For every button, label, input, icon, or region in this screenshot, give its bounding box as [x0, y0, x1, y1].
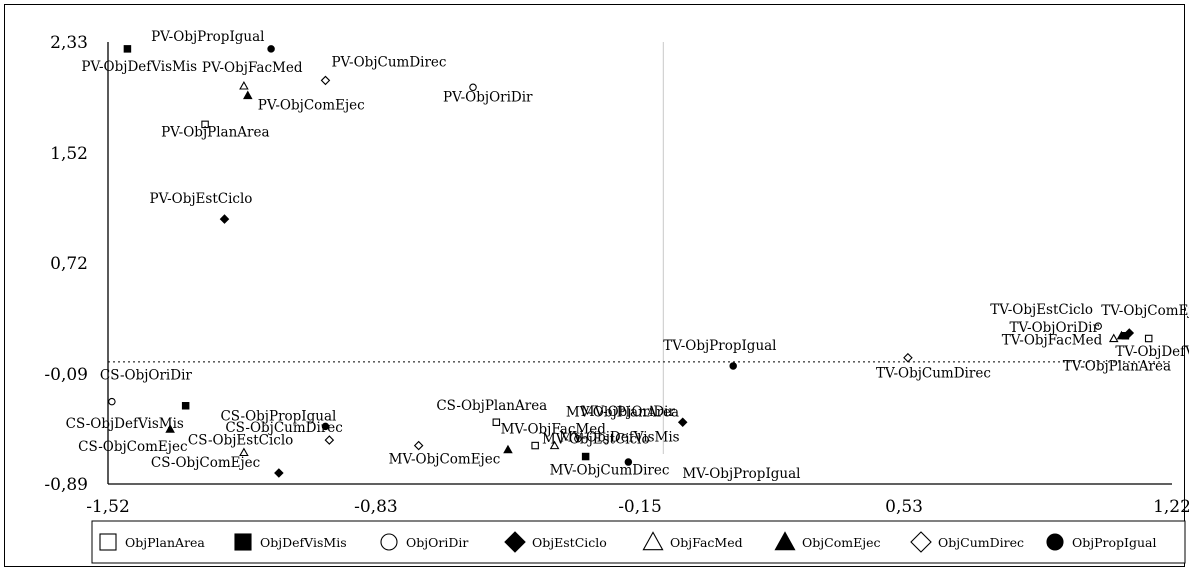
- data-point: [181, 402, 190, 410]
- data-point: [469, 83, 477, 92]
- point-label: MV-ObjEstCiclo: [542, 432, 650, 448]
- point-label: PV-ObjPlanArea: [161, 124, 269, 140]
- legend-marker: [642, 531, 664, 551]
- y-tick-label: 2,33: [50, 33, 88, 53]
- legend: ObjPlanArea ObjDefVisMis ObjOriDir ObjEstCi…: [91, 520, 1186, 564]
- point-label: MV-ObjOriDir: [581, 404, 676, 420]
- legend-label: ObjCumDirec: [938, 535, 1024, 550]
- data-points: [108, 45, 1153, 478]
- data-point: [1121, 332, 1130, 340]
- data-point: [581, 452, 590, 461]
- point-label: MV-ObjComEjec: [389, 452, 501, 468]
- data-point: [219, 214, 230, 224]
- axes: [107, 42, 1172, 485]
- point-label: MV-ObjDefVisMis: [559, 430, 679, 446]
- y-tick-label: 1,52: [50, 144, 88, 164]
- point-label: PV-ObjFacMed: [202, 60, 303, 76]
- data-point: [320, 75, 331, 86]
- point-label: CS-ObjEstCiclo: [188, 432, 293, 448]
- data-point: [503, 444, 513, 454]
- legend-label: ObjComEjec: [802, 535, 880, 550]
- data-point: [531, 441, 539, 450]
- data-point: [677, 417, 688, 428]
- point-label: TV-ObjOriDir: [1010, 320, 1100, 336]
- data-point: [201, 120, 209, 129]
- data-point: [239, 447, 249, 457]
- data-point: [321, 422, 330, 431]
- point-label: PV-ObjDefVisMis: [81, 59, 197, 75]
- data-point: [324, 435, 335, 445]
- legend-label: ObjFacMed: [670, 535, 743, 550]
- point-label: CS-ObjComEjec: [78, 439, 187, 455]
- point-label: PV-ObjCumDirec: [331, 54, 446, 70]
- legend-label: ObjPlanArea: [125, 535, 205, 550]
- data-point: [123, 45, 132, 53]
- point-label: TV-ObjDefVisMis: [1115, 344, 1189, 360]
- legend-marker: [1046, 533, 1064, 551]
- legend-label: ObjPropIgual: [1072, 535, 1156, 550]
- point-label: MV-ObjPlanArea: [566, 405, 679, 421]
- chart-frame: [4, 4, 1185, 567]
- point-label: MV-ObjFacMed: [501, 422, 607, 438]
- data-point: [239, 80, 249, 90]
- data-point: [574, 434, 582, 443]
- point-label: CS-ObjPlanArea: [436, 398, 547, 414]
- x-tick-label: 1,22: [1153, 497, 1189, 517]
- data-point: [729, 362, 737, 370]
- legend-marker: [774, 531, 796, 551]
- point-label: CS-ObjCumDirec: [225, 420, 343, 436]
- data-point: [267, 45, 275, 53]
- legend-marker: [234, 533, 252, 551]
- y-tick-label: -0,09: [44, 365, 88, 385]
- legend-marker: [99, 533, 117, 551]
- data-point: [243, 90, 253, 100]
- y-tick-label: 0,72: [50, 254, 88, 274]
- point-label: TV-ObjFacMed: [1002, 332, 1103, 348]
- reference-lines: [108, 42, 1172, 454]
- data-point: [624, 458, 633, 466]
- x-tick-label: -1,52: [86, 497, 130, 517]
- point-label: CS-ObjDefVisMis: [66, 416, 184, 432]
- point-labels: PV-ObjPropIgual PV-ObjDefVisMis PV-ObjFacM…: [66, 29, 1189, 482]
- legend-label: ObjOriDir: [406, 535, 468, 550]
- legend-marker: [380, 533, 398, 551]
- point-label: TV-ObjPropIgual: [663, 338, 776, 354]
- legend-label: ObjDefVisMis: [260, 535, 347, 550]
- x-tick-label: 0,53: [885, 497, 923, 517]
- x-tick-label: -0,83: [354, 497, 398, 517]
- data-point: [165, 424, 175, 433]
- legend-marker: [910, 531, 932, 553]
- point-label: MV-ObjPropIgual: [682, 466, 800, 482]
- legend-box: [91, 520, 1186, 564]
- point-label: PV-ObjOriDir: [443, 89, 533, 105]
- legend-marker: [504, 531, 526, 553]
- data-point: [492, 418, 501, 426]
- data-point: [1094, 322, 1102, 330]
- point-label: TV-ObjComEjec: [1101, 303, 1189, 319]
- point-label: MV-ObjCumDirec: [550, 463, 670, 479]
- data-point: [274, 468, 284, 478]
- data-point: [413, 440, 424, 451]
- point-label: CS-ObjComEjec: [151, 455, 260, 471]
- point-label: CS-ObjPropIgual: [220, 408, 336, 424]
- point-label: CS-ObjOriDir: [100, 368, 193, 384]
- point-label: TV-ObjPlanArea: [1063, 358, 1171, 374]
- point-label: TV-ObjCumDirec: [876, 366, 991, 382]
- data-point: [1108, 333, 1119, 343]
- data-point: [903, 352, 913, 363]
- point-label: PV-ObjPropIgual: [151, 29, 264, 45]
- data-point: [1144, 334, 1153, 343]
- data-point: [549, 440, 560, 450]
- data-point: [108, 397, 116, 406]
- y-tick-label: -0,89: [44, 475, 88, 495]
- point-label: TV-ObjEstCiclo: [990, 302, 1093, 318]
- tick-labels: -1,52 -0,83 -0,15 0,53 1,22 2,33 1,52 0,72 -0,09…: [44, 33, 1189, 517]
- point-label: PV-ObjComEjec: [258, 98, 365, 114]
- point-label: PV-ObjEstCiclo: [149, 191, 252, 207]
- legend-label: ObjEstCiclo: [532, 535, 607, 550]
- x-tick-label: -0,15: [618, 497, 662, 517]
